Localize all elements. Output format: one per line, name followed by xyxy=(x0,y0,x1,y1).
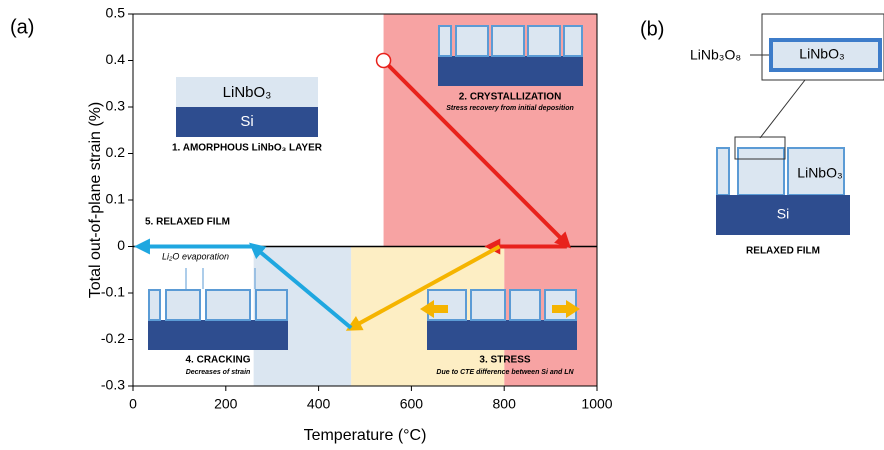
y-tick-label: -0.1 xyxy=(101,284,125,300)
grain xyxy=(737,147,785,196)
y-tick-label: -0.3 xyxy=(101,377,125,393)
substrate xyxy=(427,320,577,350)
substrate xyxy=(716,195,850,235)
substrate xyxy=(176,107,318,137)
annotation: 2. CRYSTALLIZATION xyxy=(459,92,562,103)
x-tick-label: 800 xyxy=(493,396,517,412)
panel-b: LiNbO₃ LiNb₃O₈ LiNbO₃ Si RELAXED FILM xyxy=(690,13,884,257)
layer-label: LiNbO₃ xyxy=(799,46,844,62)
grain xyxy=(787,147,845,196)
x-tick-label: 200 xyxy=(214,396,238,412)
grain xyxy=(491,25,525,57)
arrow-line xyxy=(382,59,572,249)
grain xyxy=(148,289,161,321)
y-tick-label: 0.4 xyxy=(106,51,126,67)
grain xyxy=(455,25,489,57)
x-axis-label: Temperature (°C) xyxy=(304,427,427,444)
y-tick-label: 0.5 xyxy=(106,5,126,21)
annotation: LiNbO₃ xyxy=(223,84,272,101)
grain xyxy=(563,25,583,57)
zoom-line xyxy=(759,79,806,139)
layer-label: LiNbO₃ xyxy=(797,165,842,181)
annotation: Li₂O evaporation xyxy=(162,251,229,261)
grain xyxy=(205,289,251,321)
grain xyxy=(509,289,541,321)
amorphous-layer xyxy=(176,77,318,107)
x-tick-label: 600 xyxy=(400,396,424,412)
start-point xyxy=(375,52,392,69)
substrate xyxy=(148,320,288,350)
region xyxy=(383,14,597,247)
annotation: 4. CRACKING xyxy=(185,355,250,366)
annotation: Decreases of strain xyxy=(186,369,251,376)
arrow-line xyxy=(345,244,501,331)
annotation: Due to CTE difference between Si and LN xyxy=(436,369,574,376)
panel-label: (a) xyxy=(10,16,34,38)
arrow-line xyxy=(249,242,353,330)
grain xyxy=(165,289,201,321)
grain xyxy=(255,289,288,321)
panel-label: (b) xyxy=(640,18,664,40)
substrate xyxy=(438,56,583,86)
y-tick-label: 0.1 xyxy=(106,191,126,207)
grain xyxy=(527,25,561,57)
grain xyxy=(438,25,452,57)
caption: RELAXED FILM xyxy=(746,246,820,257)
y-tick-label: 0.3 xyxy=(106,98,126,114)
y-tick-label: 0.2 xyxy=(106,144,126,160)
annotation: Si xyxy=(240,113,253,130)
y-tick-label: -0.2 xyxy=(101,330,125,346)
annotation: 5. RELAXED FILM xyxy=(145,217,230,228)
y-tick-label: 0 xyxy=(117,237,125,253)
phase-label: LiNb₃O₈ xyxy=(690,47,741,63)
stress-arrow xyxy=(420,300,448,318)
zoom-source xyxy=(734,136,786,160)
x-tick-label: 1000 xyxy=(581,396,612,412)
grain xyxy=(470,289,506,321)
x-tick-label: 0 xyxy=(129,396,137,412)
grain xyxy=(716,147,730,196)
zoom-layer xyxy=(769,38,882,72)
stress-arrow xyxy=(552,300,580,318)
substrate-label: Si xyxy=(777,206,789,222)
annotation: 3. STRESS xyxy=(479,355,530,366)
x-tick-label: 400 xyxy=(307,396,331,412)
y-axis-label: Total out-of-plane strain (%) xyxy=(87,102,104,299)
annotation: Stress recovery from initial deposition xyxy=(446,105,574,112)
annotation: 1. AMORPHOUS LiNbO₃ LAYER xyxy=(172,143,323,154)
